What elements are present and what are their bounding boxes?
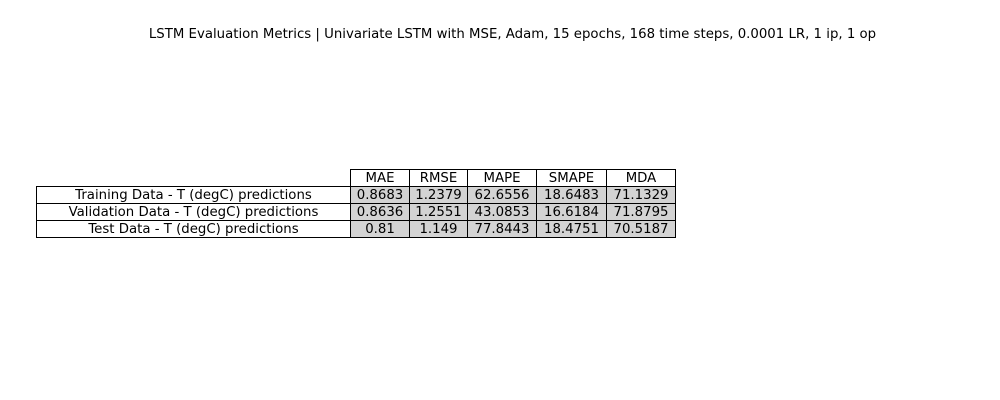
metrics-table: MAE RMSE MAPE SMAPE MDA Training Data - … <box>36 169 676 238</box>
column-header-mape: MAPE <box>467 169 537 187</box>
table-row-training: Training Data - T (degC) predictions 0.8… <box>36 186 676 204</box>
cell-test-mape: 77.8443 <box>467 220 537 238</box>
cell-validation-mda: 71.8795 <box>606 203 676 221</box>
cell-test-smape: 18.4751 <box>536 220 607 238</box>
cell-validation-rmse: 1.2551 <box>409 203 468 221</box>
row-header-training: Training Data - T (degC) predictions <box>36 186 351 204</box>
column-header-rmse: RMSE <box>409 169 468 187</box>
chart-title: LSTM Evaluation Metrics | Univariate LST… <box>148 27 877 42</box>
row-header-test: Test Data - T (degC) predictions <box>36 220 351 238</box>
table-row-test: Test Data - T (degC) predictions 0.81 1.… <box>36 220 676 238</box>
column-header-mae: MAE <box>350 169 410 187</box>
cell-test-rmse: 1.149 <box>409 220 468 238</box>
column-header-smape: SMAPE <box>536 169 607 187</box>
cell-test-mda: 70.5187 <box>606 220 676 238</box>
cell-training-mda: 71.1329 <box>606 186 676 204</box>
cell-validation-smape: 16.6184 <box>536 203 607 221</box>
cell-training-mae: 0.8683 <box>350 186 410 204</box>
cell-training-mape: 62.6556 <box>467 186 537 204</box>
column-header-mda: MDA <box>606 169 676 187</box>
cell-test-mae: 0.81 <box>350 220 410 238</box>
row-header-validation: Validation Data - T (degC) predictions <box>36 203 351 221</box>
cell-validation-mape: 43.0853 <box>467 203 537 221</box>
cell-training-rmse: 1.2379 <box>409 186 468 204</box>
cell-training-smape: 18.6483 <box>536 186 607 204</box>
table-row-validation: Validation Data - T (degC) predictions 0… <box>36 203 676 221</box>
header-row: MAE RMSE MAPE SMAPE MDA <box>37 169 676 187</box>
corner-cell <box>37 170 351 187</box>
cell-validation-mae: 0.8636 <box>350 203 410 221</box>
